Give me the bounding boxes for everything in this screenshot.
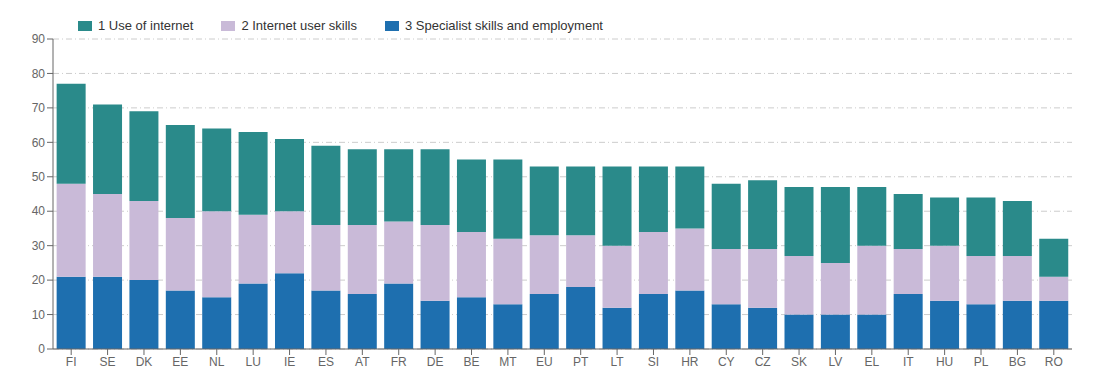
svg-text:LV: LV bbox=[829, 355, 843, 369]
svg-text:EL: EL bbox=[864, 355, 879, 369]
svg-text:RO: RO bbox=[1045, 355, 1063, 369]
svg-text:SK: SK bbox=[791, 355, 807, 369]
svg-text:EE: EE bbox=[172, 355, 188, 369]
svg-text:LT: LT bbox=[611, 355, 625, 369]
svg-text:MT: MT bbox=[499, 355, 517, 369]
svg-text:NL: NL bbox=[209, 355, 225, 369]
svg-text:90: 90 bbox=[32, 32, 46, 46]
svg-text:0: 0 bbox=[38, 342, 45, 356]
svg-text:CZ: CZ bbox=[755, 355, 771, 369]
svg-text:AT: AT bbox=[355, 355, 370, 369]
svg-text:EU: EU bbox=[536, 355, 553, 369]
html-text:2 Internet user skills: 2 Internet user skills bbox=[241, 18, 357, 33]
svg-text:40: 40 bbox=[32, 204, 46, 218]
svg-text:CY: CY bbox=[718, 355, 735, 369]
svg-text:IE: IE bbox=[284, 355, 295, 369]
svg-text:DE: DE bbox=[427, 355, 444, 369]
svg-text:SI: SI bbox=[648, 355, 659, 369]
html-text:3 Specialist skills and employ: 3 Specialist skills and employment bbox=[405, 18, 603, 33]
svg-text:30: 30 bbox=[32, 239, 46, 253]
svg-text:HU: HU bbox=[936, 355, 953, 369]
svg-text:20: 20 bbox=[32, 273, 46, 287]
svg-text:BE: BE bbox=[464, 355, 480, 369]
svg-text:DK: DK bbox=[136, 355, 153, 369]
svg-text:50: 50 bbox=[32, 170, 46, 184]
svg-text:80: 80 bbox=[32, 67, 46, 81]
svg-text:FR: FR bbox=[391, 355, 407, 369]
svg-text:FI: FI bbox=[66, 355, 77, 369]
svg-text:SE: SE bbox=[100, 355, 116, 369]
svg-text:BG: BG bbox=[1009, 355, 1026, 369]
svg-text:70: 70 bbox=[32, 101, 46, 115]
svg-text:60: 60 bbox=[32, 136, 46, 150]
html-text:1 Use of internet: 1 Use of internet bbox=[98, 18, 194, 33]
svg-text:LU: LU bbox=[245, 355, 260, 369]
svg-text:HR: HR bbox=[681, 355, 699, 369]
svg-text:PL: PL bbox=[974, 355, 989, 369]
svg-text:IT: IT bbox=[903, 355, 914, 369]
svg-text:ES: ES bbox=[318, 355, 334, 369]
svg-text:10: 10 bbox=[32, 308, 46, 322]
svg-text:PT: PT bbox=[573, 355, 589, 369]
